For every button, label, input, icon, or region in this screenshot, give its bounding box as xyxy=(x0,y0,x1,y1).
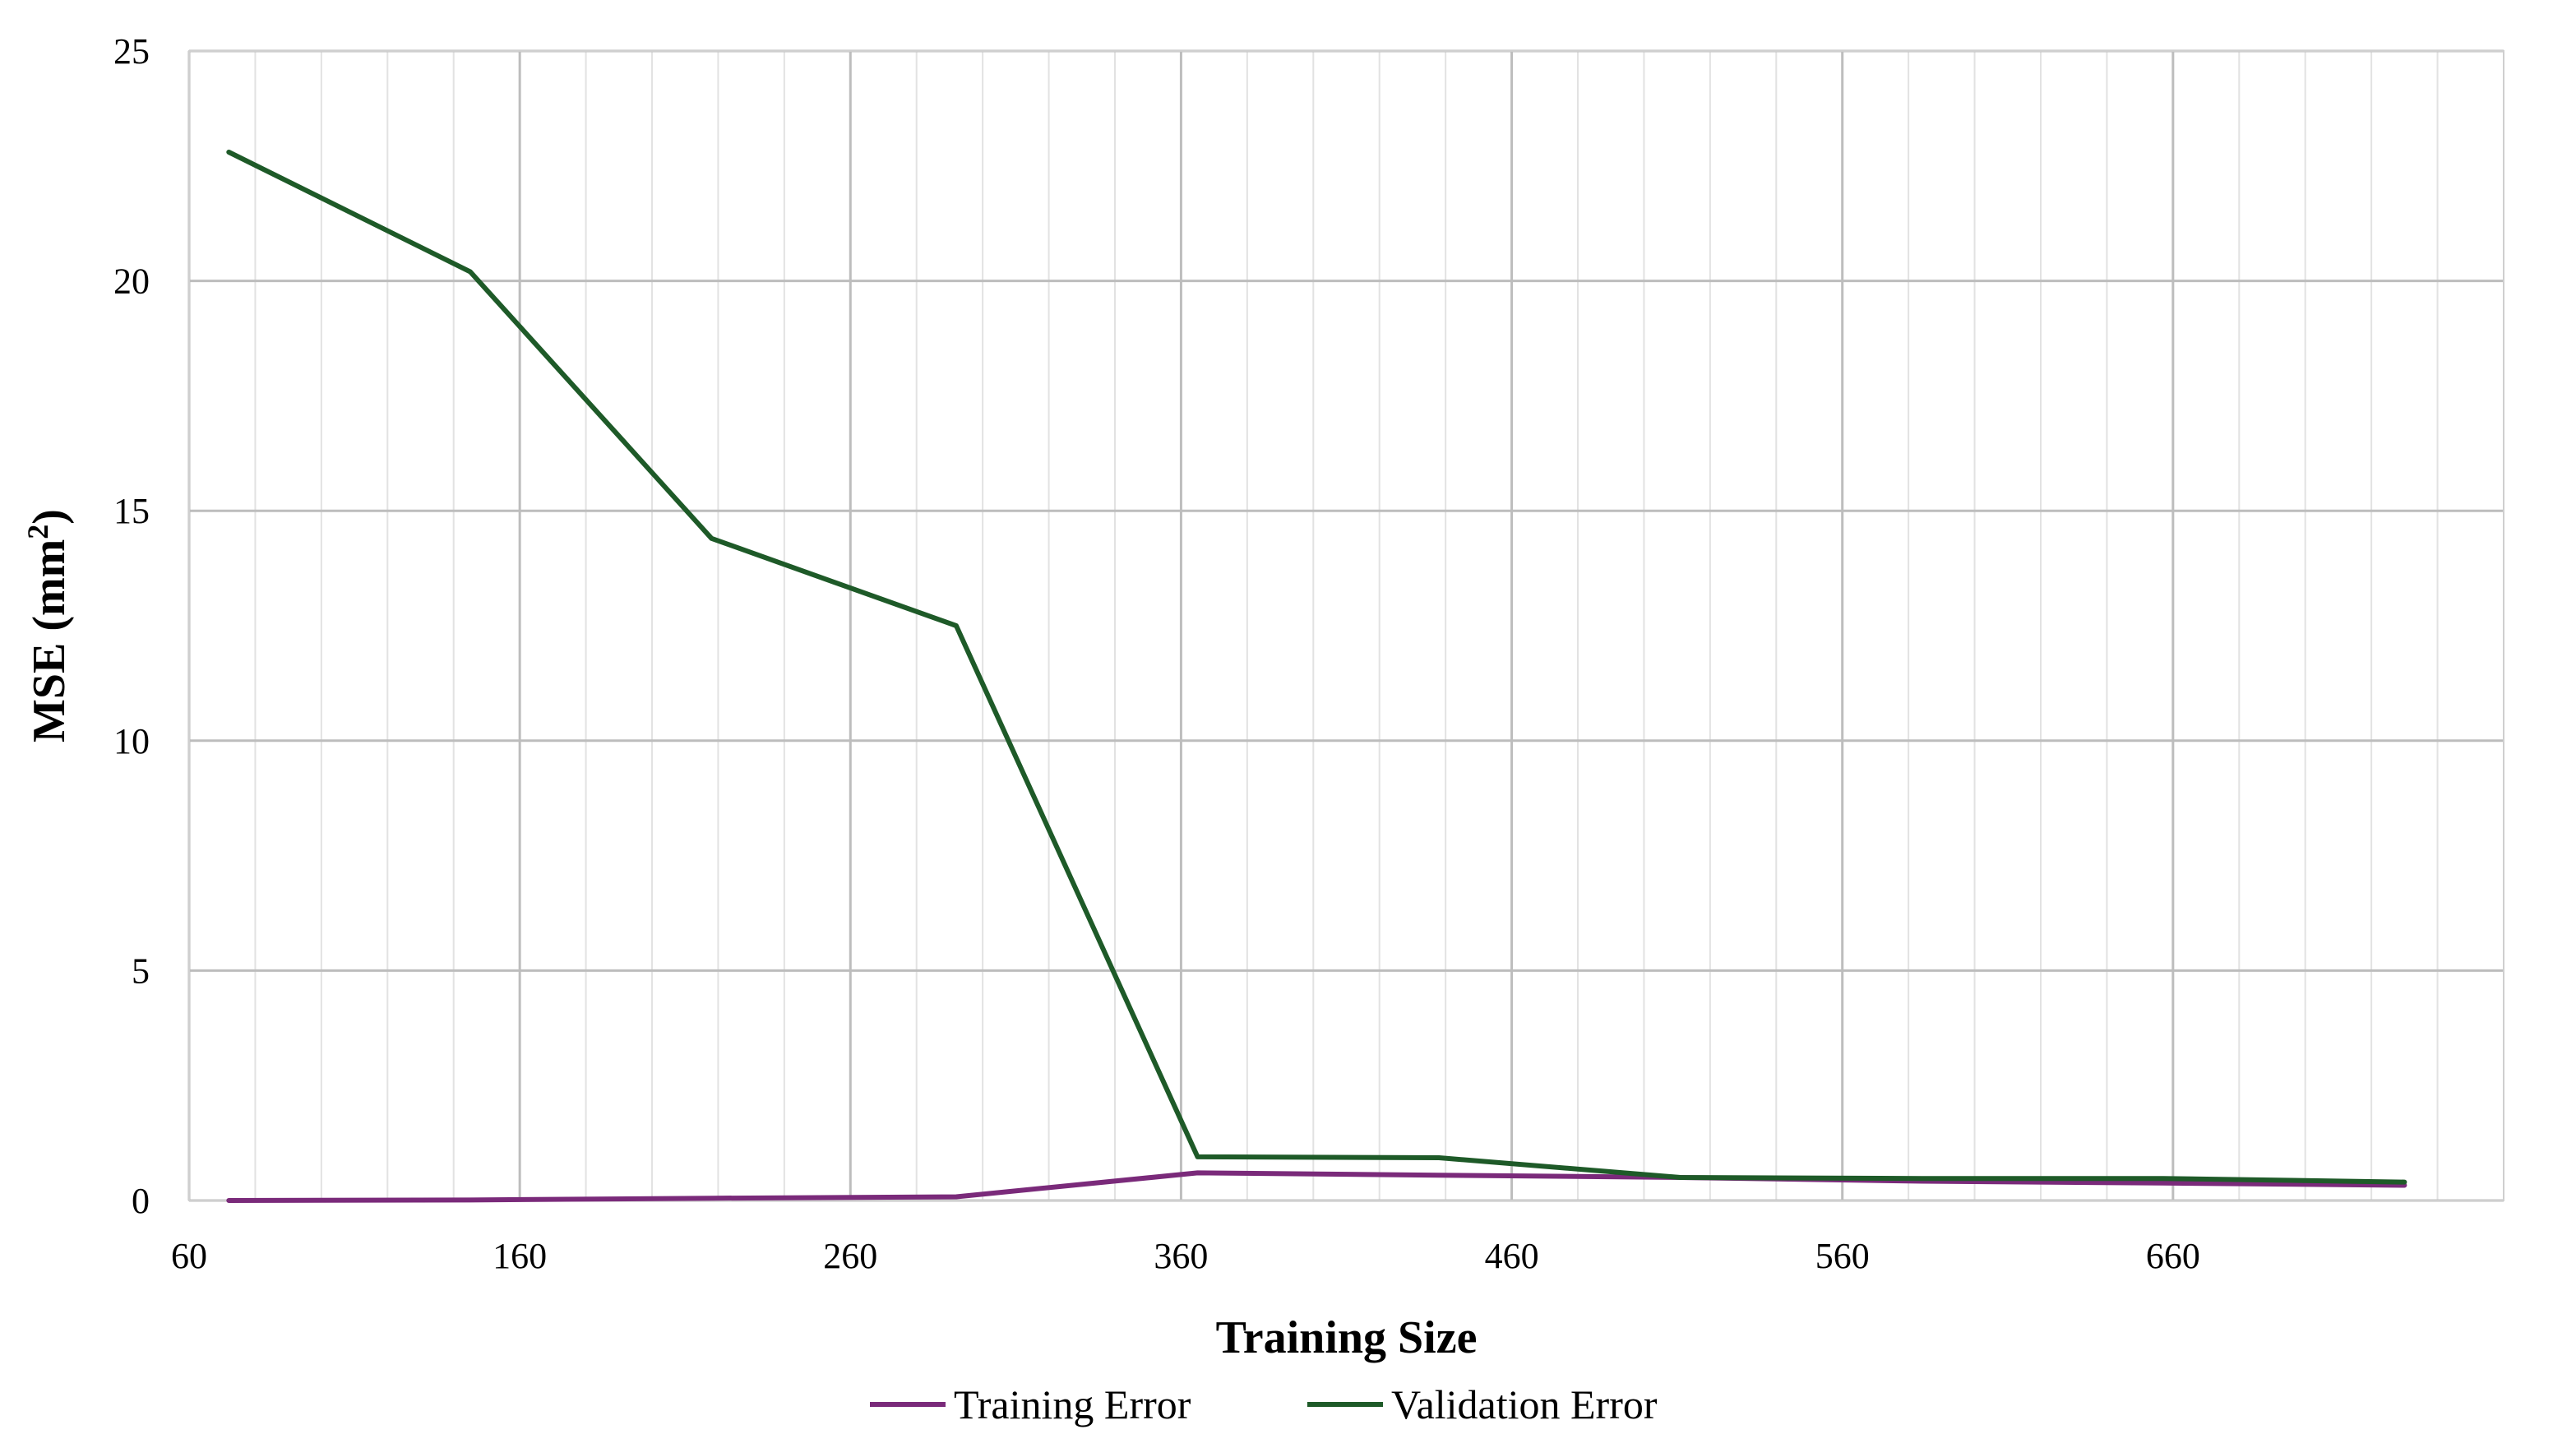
series-layer xyxy=(226,150,2407,1203)
plot-area-frame xyxy=(188,50,2504,1201)
legend-label: Validation Error xyxy=(1391,1381,1658,1427)
y-axis-title-superscript: 2 xyxy=(21,525,54,539)
y-tick-label: 5 xyxy=(132,951,150,991)
x-tick-label: 660 xyxy=(2146,1236,2200,1276)
x-tick-label: 460 xyxy=(1485,1236,1539,1276)
x-tick-label: 260 xyxy=(823,1236,877,1276)
y-tick-label: 25 xyxy=(113,31,150,72)
x-axis-title-text: Training Size xyxy=(1216,1312,1478,1363)
legend-label: Training Error xyxy=(954,1381,1191,1427)
x-tick-label: 560 xyxy=(1815,1236,1870,1276)
y-tick-label: 0 xyxy=(132,1181,150,1221)
x-tick-label: 360 xyxy=(1154,1236,1208,1276)
x-axis-title: Training Size xyxy=(1216,1312,1478,1363)
series-line-validation-error xyxy=(226,150,2407,1185)
y-tick-label: 20 xyxy=(113,261,150,302)
y-axis-tick-labels: 0 5 10 15 20 25 xyxy=(113,31,150,1221)
major-gridlines xyxy=(187,49,2504,1202)
minor-gridlines xyxy=(254,51,2504,1200)
y-axis-title-close: ) xyxy=(24,509,75,525)
y-tick-label: 15 xyxy=(113,491,150,531)
x-axis-tick-labels: 60 160 260 360 460 560 660 xyxy=(171,1236,2200,1276)
x-tick-label: 160 xyxy=(493,1236,547,1276)
y-axis-title: MSE (mm2) xyxy=(21,509,75,743)
x-tick-label: 60 xyxy=(171,1236,207,1276)
series-line-training-error xyxy=(226,1170,2407,1203)
legend: Training Error Validation Error xyxy=(870,1381,1658,1427)
y-axis-title-main: MSE (mm xyxy=(24,539,75,743)
y-tick-label: 10 xyxy=(113,721,150,761)
